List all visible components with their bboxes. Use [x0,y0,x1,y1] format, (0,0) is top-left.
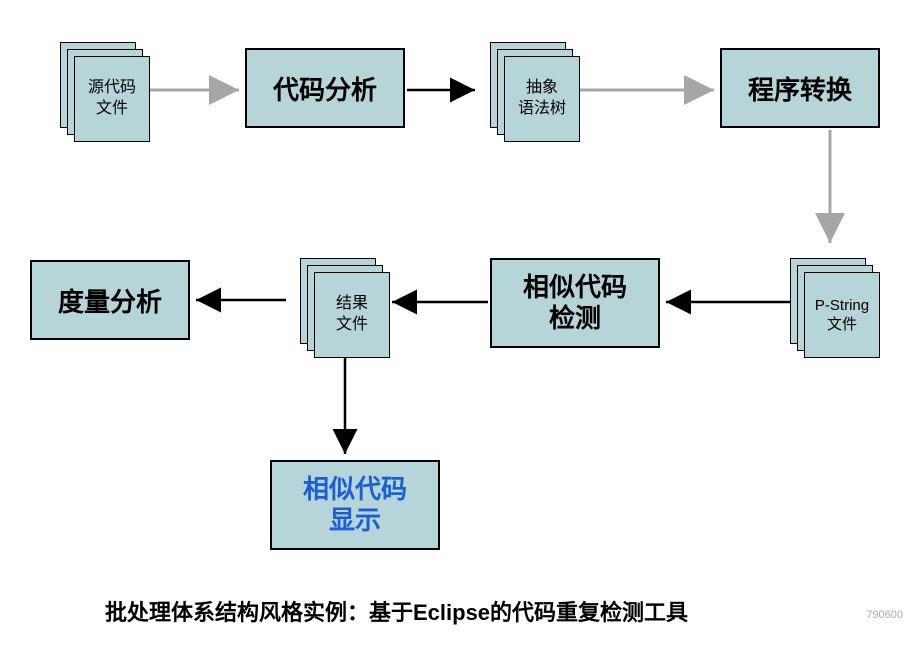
diagram-canvas: 源代码 文件 代码分析 抽象 语法树 程序转换 P-String 文件 相似代码… [0,0,913,649]
node-display: 相似代码 显示 [270,460,440,550]
node-analyze: 代码分析 [245,48,405,128]
node-source: 源代码 文件 [60,42,150,142]
caption-text: 批处理体系结构风格实例：基于Eclipse的代码重复检测工具 [105,595,688,627]
node-result: 结果 文件 [300,258,390,358]
node-metric: 度量分析 [30,260,190,340]
node-ast: 抽象 语法树 [490,42,580,142]
node-transform: 程序转换 [720,48,880,128]
node-pstring: P-String 文件 [790,258,880,358]
node-detect: 相似代码 检测 [490,258,660,348]
watermark: 790600 [866,609,903,621]
